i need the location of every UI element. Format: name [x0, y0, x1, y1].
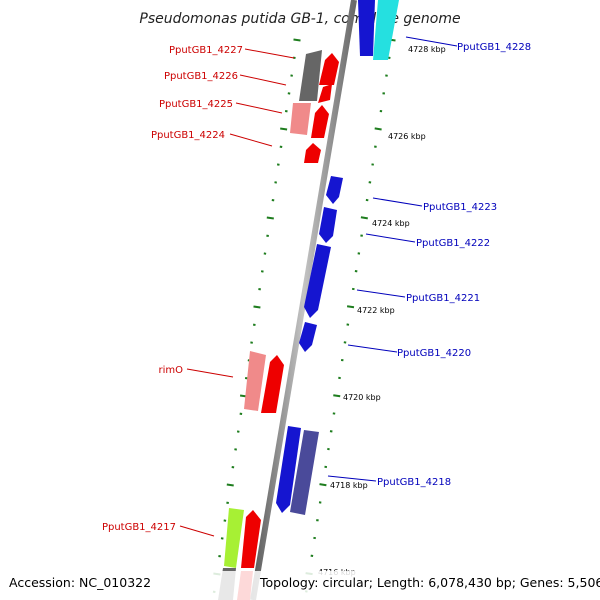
footer-background	[0, 571, 600, 600]
gene-arrow[interactable]	[299, 50, 322, 101]
tick-label: 4722 kbp	[357, 306, 395, 315]
major-tick	[360, 216, 368, 220]
gene-arrow[interactable]	[276, 426, 301, 513]
gene-labels: PputGB1_4228 PputGB1_4227 PputGB1_4226 P…	[102, 42, 531, 533]
major-tick	[374, 127, 382, 131]
gene-arrow[interactable]	[319, 53, 339, 85]
gene-arrow[interactable]	[373, 0, 399, 60]
gene-arrow[interactable]	[290, 430, 319, 515]
gene-label-PputGB1_4226[interactable]: PputGB1_4226	[164, 71, 238, 82]
genome-summary-text: Topology: circular; Length: 6,078,430 bp…	[259, 575, 600, 590]
gene-arrow[interactable]	[290, 103, 311, 135]
gene-arrow[interactable]	[326, 176, 343, 204]
tick-label: 4724 kbp	[372, 219, 410, 228]
gene-arrow[interactable]	[311, 105, 329, 138]
major-tick	[266, 216, 274, 220]
map-title: Pseudomonas putida GB-1, complete genome	[139, 11, 460, 27]
gene-arrow[interactable]	[319, 207, 337, 243]
gene-label-PputGB1_4224[interactable]: PputGB1_4224	[151, 130, 225, 141]
gene-label-PputGB1_4223[interactable]: PputGB1_4223	[423, 202, 497, 213]
major-tick	[280, 127, 288, 131]
tick-label: 4726 kbp	[388, 132, 426, 141]
major-tick	[333, 394, 341, 398]
gene-features	[218, 0, 399, 600]
gene-arrow[interactable]	[299, 322, 317, 352]
gene-label-PputGB1_4220[interactable]: PputGB1_4220	[397, 348, 471, 359]
gene-arrow[interactable]	[304, 143, 321, 163]
major-tick	[226, 483, 234, 487]
major-tick	[293, 38, 301, 42]
gene-label-PputGB1_4221[interactable]: PputGB1_4221	[406, 293, 480, 304]
gene-label-rimO[interactable]: rimO	[158, 365, 183, 376]
gene-arrow[interactable]	[244, 351, 266, 411]
tick-labels: 4728 kbp 4726 kbp 4724 kbp 4722 kbp 4720…	[318, 45, 446, 577]
tick-label: 4720 kbp	[343, 393, 381, 402]
tick-label: 4728 kbp	[408, 45, 446, 54]
major-tick	[346, 305, 355, 309]
inner-scale-ring	[212, 38, 301, 593]
gene-arrow[interactable]	[224, 508, 244, 568]
major-tick	[253, 305, 261, 309]
gene-arrow[interactable]	[358, 0, 375, 56]
gene-label-PputGB1_4225[interactable]: PputGB1_4225	[159, 99, 233, 110]
label-leaders	[179, 36, 458, 537]
gene-arrow[interactable]	[261, 355, 284, 413]
major-tick	[319, 483, 327, 487]
gene-label-PputGB1_4228[interactable]: PputGB1_4228	[457, 42, 531, 53]
gene-arrow[interactable]	[304, 244, 331, 318]
gene-label-PputGB1_4227[interactable]: PputGB1_4227	[169, 45, 243, 56]
gene-label-PputGB1_4222[interactable]: PputGB1_4222	[416, 238, 490, 249]
genome-backbone	[250, 0, 357, 600]
tick-label: 4718 kbp	[330, 481, 368, 490]
gene-label-PputGB1_4217[interactable]: PputGB1_4217	[102, 522, 176, 533]
gene-arrow[interactable]	[318, 84, 332, 103]
gene-label-PputGB1_4218[interactable]: PputGB1_4218	[377, 477, 451, 488]
accession-text: Accession: NC_010322	[9, 575, 151, 590]
gene-arrow[interactable]	[241, 510, 261, 568]
